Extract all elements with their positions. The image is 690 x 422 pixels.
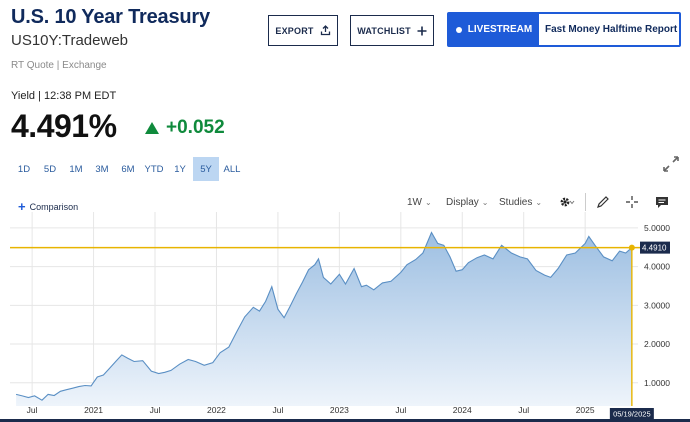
- chart-bottom-bar: [0, 419, 690, 422]
- draw-button[interactable]: [594, 194, 612, 210]
- x-tick-label: 2021: [84, 405, 103, 415]
- x-tick-label: Jul: [518, 405, 529, 415]
- y-tick-label: 3.0000: [644, 300, 670, 310]
- watchlist-button[interactable]: WATCHLIST: [350, 15, 434, 46]
- x-tick-label: 2022: [207, 405, 226, 415]
- pencil-icon: [597, 196, 609, 208]
- y-tick-label: 4.0000: [644, 262, 670, 272]
- export-icon: [320, 25, 330, 36]
- range-1y[interactable]: 1Y: [174, 163, 186, 175]
- range-1d[interactable]: 1D: [17, 163, 31, 175]
- last-value-badge: [640, 241, 670, 254]
- up-arrow-icon: [145, 122, 159, 134]
- comparison-label: Comparison: [29, 201, 79, 212]
- x-tick-label: Jul: [27, 405, 38, 415]
- x-tick-label: Jul: [150, 405, 161, 415]
- range-1m[interactable]: 1M: [69, 163, 83, 175]
- y-tick-label: 1.0000: [644, 378, 670, 388]
- last-value-marker: [628, 244, 635, 251]
- change-value: +0.052: [166, 117, 225, 138]
- toolbar-divider: [585, 193, 586, 211]
- expand-icon[interactable]: [662, 155, 680, 173]
- display-label: Display: [446, 197, 479, 208]
- symbol-label: US10Y:Tradeweb: [11, 32, 129, 49]
- range-ytd[interactable]: YTD: [144, 163, 164, 175]
- livestream-badge: LIVESTREAM: [449, 14, 539, 45]
- yield-change: +0.052: [145, 117, 225, 139]
- time-range-selector: 1D 5D 1M 3M 6M YTD 1Y 5Y ALL: [11, 157, 245, 181]
- range-3m[interactable]: 3M: [95, 163, 109, 175]
- livestream-show-title: Fast Money Halftime Report: [545, 24, 678, 35]
- range-5y[interactable]: 5Y: [193, 157, 219, 181]
- live-dot-icon: [455, 26, 462, 33]
- yield-value: 4.491%: [11, 108, 117, 144]
- date-label: 05/19/2025: [613, 410, 651, 419]
- crosshair-button[interactable]: [623, 194, 641, 210]
- series-area: [16, 232, 632, 406]
- x-tick-label: Jul: [395, 405, 406, 415]
- chevron-down-icon: ⌄: [535, 198, 543, 207]
- settings-button[interactable]: [556, 194, 578, 210]
- chart-svg: 1.0000 2.0000 3.0000 4.0000 5.0000 4.4910 Jul 2…: [10, 212, 670, 419]
- x-tick-label: Jul: [272, 405, 283, 415]
- watchlist-label: WATCHLIST: [357, 25, 411, 36]
- x-tick-label: 2023: [330, 405, 349, 415]
- livestream-label: LIVESTREAM: [467, 24, 533, 35]
- comment-icon: [656, 197, 668, 208]
- last-value-label: 4.4910: [642, 244, 667, 253]
- x-tick-label: 2025: [576, 405, 595, 415]
- export-label: EXPORT: [275, 25, 314, 36]
- livestream-banner[interactable]: LIVESTREAM Fast Money Halftime Report: [447, 12, 681, 47]
- plus-icon: +: [18, 199, 26, 214]
- interval-dropdown[interactable]: 1W ⌄: [407, 197, 432, 208]
- quote-source: RT Quote | Exchange: [11, 60, 107, 71]
- chevron-down-icon: ⌄: [481, 198, 489, 207]
- export-button[interactable]: EXPORT: [268, 15, 338, 46]
- yield-chart[interactable]: 1.0000 2.0000 3.0000 4.0000 5.0000 4.4910 Jul 2…: [0, 212, 690, 422]
- gear-icon: [560, 197, 575, 207]
- date-badge: [609, 408, 654, 419]
- range-all[interactable]: ALL: [223, 163, 241, 175]
- y-tick-label: 2.0000: [644, 339, 670, 349]
- studies-dropdown[interactable]: Studies ⌄: [499, 197, 542, 208]
- interval-label: 1W: [407, 197, 422, 208]
- page-title: U.S. 10 Year Treasury: [11, 6, 210, 28]
- yield-timestamp: Yield | 12:38 PM EDT: [11, 90, 117, 102]
- series-line: [15, 231, 633, 401]
- chevron-down-icon: ⌄: [425, 198, 432, 207]
- range-6m[interactable]: 6M: [121, 163, 135, 175]
- range-5d[interactable]: 5D: [43, 163, 57, 175]
- y-tick-label: 5.0000: [644, 223, 670, 233]
- comparison-button[interactable]: + Comparison: [18, 199, 78, 214]
- x-tick-label: 2024: [453, 405, 472, 415]
- annotation-button[interactable]: [653, 194, 671, 210]
- studies-label: Studies: [499, 197, 533, 208]
- plus-icon: [417, 26, 427, 35]
- crosshair-icon: [626, 196, 638, 208]
- display-dropdown[interactable]: Display ⌄: [446, 197, 489, 208]
